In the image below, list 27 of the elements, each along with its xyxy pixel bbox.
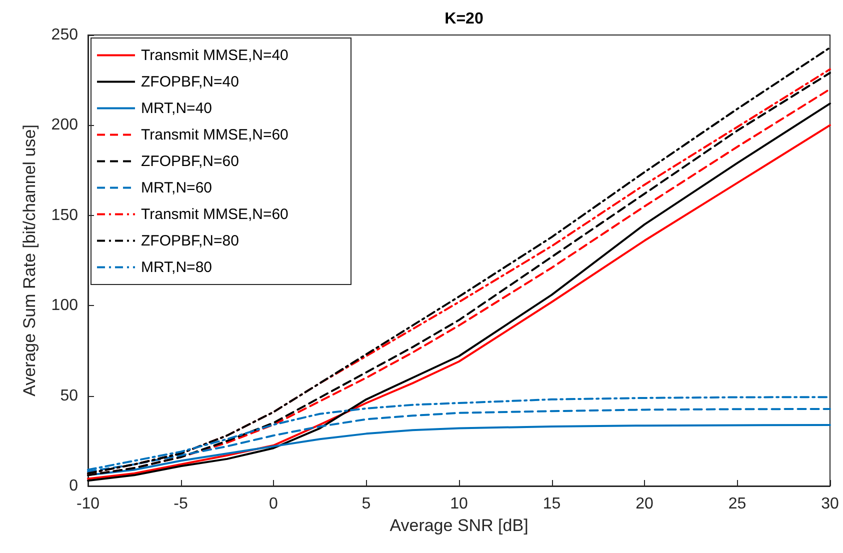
legend-label: ZFOPBF,N=80 <box>141 232 239 250</box>
legend-label: Transmit MMSE,N=60 <box>141 126 288 144</box>
x-tick-label: -5 <box>174 496 188 512</box>
legend-label: MRT,N=60 <box>141 179 212 196</box>
x-tick-label: 0 <box>269 496 278 512</box>
x-tick-label: 15 <box>542 496 561 512</box>
y-tick-label: 200 <box>51 116 78 134</box>
y-axis-title: Average Sum Rate [bit/channel use] <box>20 124 39 396</box>
legend-label: MRT,N=80 <box>141 258 212 276</box>
x-axis-title: Average SNR [dB] <box>390 516 528 535</box>
y-tick-label: 250 <box>51 26 78 44</box>
x-tick-label: 20 <box>636 496 654 512</box>
legend-label: Transmit MMSE,N=60 <box>141 206 288 223</box>
x-tick-label: 10 <box>450 496 468 512</box>
legend-label: Transmit MMSE,N=40 <box>141 46 288 64</box>
y-tick-label: 100 <box>51 297 78 314</box>
x-tick-label: 5 <box>362 496 371 512</box>
x-tick-label: -10 <box>76 496 100 512</box>
legend-label: MRT,N=40 <box>141 100 212 117</box>
chart-title: K=20 <box>444 10 484 28</box>
y-tick-label: 0 <box>69 478 78 494</box>
y-tick-label: 150 <box>51 206 78 224</box>
legend-label: ZFOPBF,N=40 <box>141 73 239 90</box>
legend-label: ZFOPBF,N=60 <box>141 152 239 170</box>
x-tick-label: 25 <box>728 496 746 512</box>
y-tick-label: 50 <box>60 387 78 404</box>
x-tick-label: 30 <box>821 496 839 512</box>
